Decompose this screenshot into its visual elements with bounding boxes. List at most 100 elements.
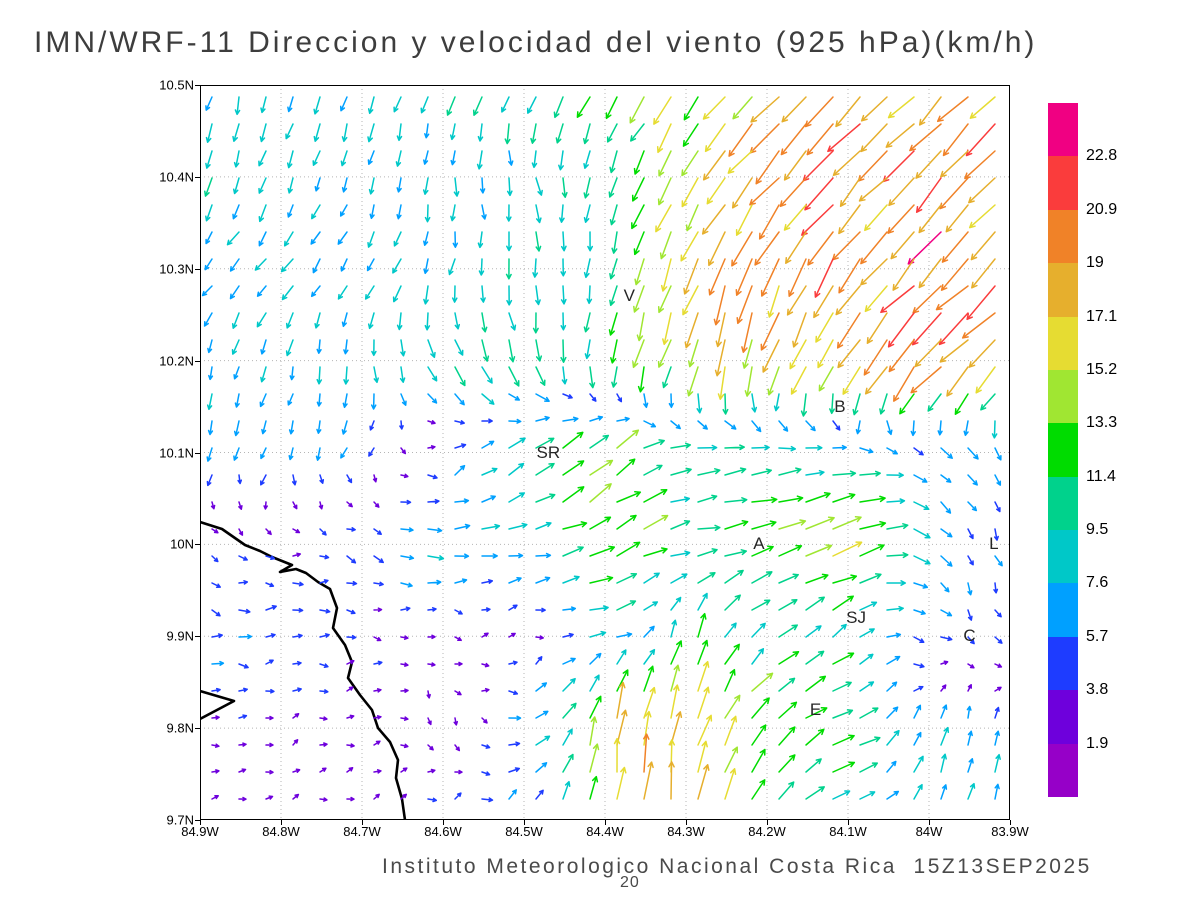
colorbar-tick-label: 13.3 bbox=[1086, 414, 1118, 432]
wind-arrow bbox=[260, 96, 267, 114]
wind-arrow bbox=[683, 258, 699, 295]
wind-arrow bbox=[807, 231, 834, 266]
wind-arrow bbox=[670, 640, 683, 665]
wind-arrow bbox=[562, 657, 576, 665]
wind-arrow bbox=[373, 636, 382, 642]
y-axis-tick-mark bbox=[195, 268, 200, 270]
y-axis-tick-mark bbox=[195, 544, 200, 546]
wind-arrow bbox=[589, 716, 598, 746]
wind-arrow bbox=[283, 231, 294, 247]
wind-arrow bbox=[724, 420, 737, 430]
wind-arrow bbox=[940, 753, 947, 773]
wind-arrow bbox=[373, 528, 382, 535]
y-axis-tick-mark bbox=[195, 360, 200, 362]
wind-arrow bbox=[366, 258, 375, 272]
wind-arrow bbox=[454, 792, 462, 800]
wind-arrow bbox=[890, 231, 915, 260]
wind-arrow bbox=[265, 659, 274, 665]
wind-arrow bbox=[882, 150, 915, 183]
wind-arrow bbox=[346, 527, 356, 532]
wind-arrow bbox=[742, 339, 753, 369]
wind-arrow bbox=[724, 520, 749, 530]
wind-arrow bbox=[967, 663, 975, 669]
y-axis-tick-label: 10.4N bbox=[159, 169, 194, 185]
wind-arrow bbox=[454, 690, 462, 696]
wind-arrow bbox=[657, 177, 672, 206]
wind-arrow bbox=[724, 497, 748, 504]
wind-arrow bbox=[767, 366, 780, 396]
wind-arrow bbox=[535, 789, 544, 800]
wind-arrow bbox=[685, 204, 699, 232]
wind-arrow bbox=[864, 285, 888, 313]
wind-arrow bbox=[937, 420, 943, 436]
wind-arrow bbox=[778, 677, 796, 692]
wind-arrow bbox=[373, 769, 382, 774]
wind-arrow bbox=[562, 753, 574, 773]
wind-arrow bbox=[967, 782, 976, 800]
wind-arrow bbox=[476, 150, 483, 170]
wind-arrow bbox=[613, 737, 621, 773]
x-axis-tick-label: 84.4W bbox=[586, 824, 624, 839]
wind-arrow bbox=[670, 467, 692, 476]
wind-arrow bbox=[660, 258, 672, 292]
wind-arrow bbox=[859, 628, 875, 638]
wind-arrow bbox=[346, 659, 355, 665]
wind-arrow bbox=[697, 660, 710, 692]
wind-arrow bbox=[265, 633, 276, 638]
wind-arrow bbox=[238, 663, 249, 669]
wind-arrow bbox=[837, 339, 861, 369]
wind-arrow bbox=[237, 474, 243, 485]
wind-arrow bbox=[832, 761, 856, 773]
wind-arrow bbox=[643, 439, 665, 449]
wind-arrow bbox=[589, 743, 600, 773]
wind-arrow bbox=[842, 366, 861, 395]
wind-arrow bbox=[231, 339, 240, 355]
wind-arrow bbox=[562, 728, 573, 746]
wind-arrow bbox=[584, 339, 591, 360]
wind-arrow bbox=[860, 123, 888, 153]
wind-arrow bbox=[265, 769, 274, 775]
wind-arrow bbox=[616, 681, 626, 719]
wind-arrow bbox=[886, 552, 909, 559]
wind-arrow bbox=[292, 739, 299, 746]
wind-arrow bbox=[265, 742, 274, 748]
wind-arrow bbox=[696, 393, 703, 414]
wind-arrow bbox=[940, 258, 969, 291]
wind-arrow bbox=[780, 123, 807, 156]
wind-arrow bbox=[860, 258, 888, 286]
wind-arrow bbox=[778, 467, 802, 476]
wind-arrow bbox=[232, 177, 240, 195]
wind-arrow bbox=[717, 366, 726, 400]
wind-arrow bbox=[400, 555, 415, 561]
wind-arrow bbox=[939, 177, 969, 210]
wind-arrow bbox=[292, 581, 304, 587]
wind-arrow bbox=[942, 123, 969, 157]
wind-arrow bbox=[346, 767, 354, 773]
wind-arrow bbox=[589, 459, 614, 476]
wind-arrow bbox=[913, 474, 928, 483]
wind-arrow bbox=[287, 204, 294, 218]
wind-arrow bbox=[827, 123, 861, 153]
wind-arrow bbox=[805, 469, 825, 476]
wind-arrow bbox=[630, 123, 645, 142]
wind-arrow bbox=[994, 686, 1002, 692]
wind-arrow bbox=[535, 521, 552, 530]
wind-arrow bbox=[260, 366, 267, 383]
wind-arrow bbox=[211, 660, 225, 666]
wind-arrow bbox=[751, 622, 766, 638]
wind-arrow bbox=[913, 636, 925, 643]
wind-arrow bbox=[859, 520, 887, 530]
wind-arrow bbox=[341, 420, 348, 435]
wind-arrow bbox=[911, 312, 942, 346]
wind-arrow bbox=[751, 697, 770, 719]
wind-arrow bbox=[369, 204, 375, 220]
wind-arrow bbox=[211, 555, 219, 563]
wind-arrow bbox=[531, 150, 538, 169]
wind-arrow bbox=[670, 520, 691, 530]
wind-arrow bbox=[319, 633, 330, 638]
wind-arrow bbox=[508, 492, 526, 503]
wind-arrow bbox=[346, 634, 357, 640]
wind-arrow bbox=[616, 393, 623, 403]
wind-arrow bbox=[424, 204, 431, 223]
wind-arrow bbox=[206, 474, 213, 487]
